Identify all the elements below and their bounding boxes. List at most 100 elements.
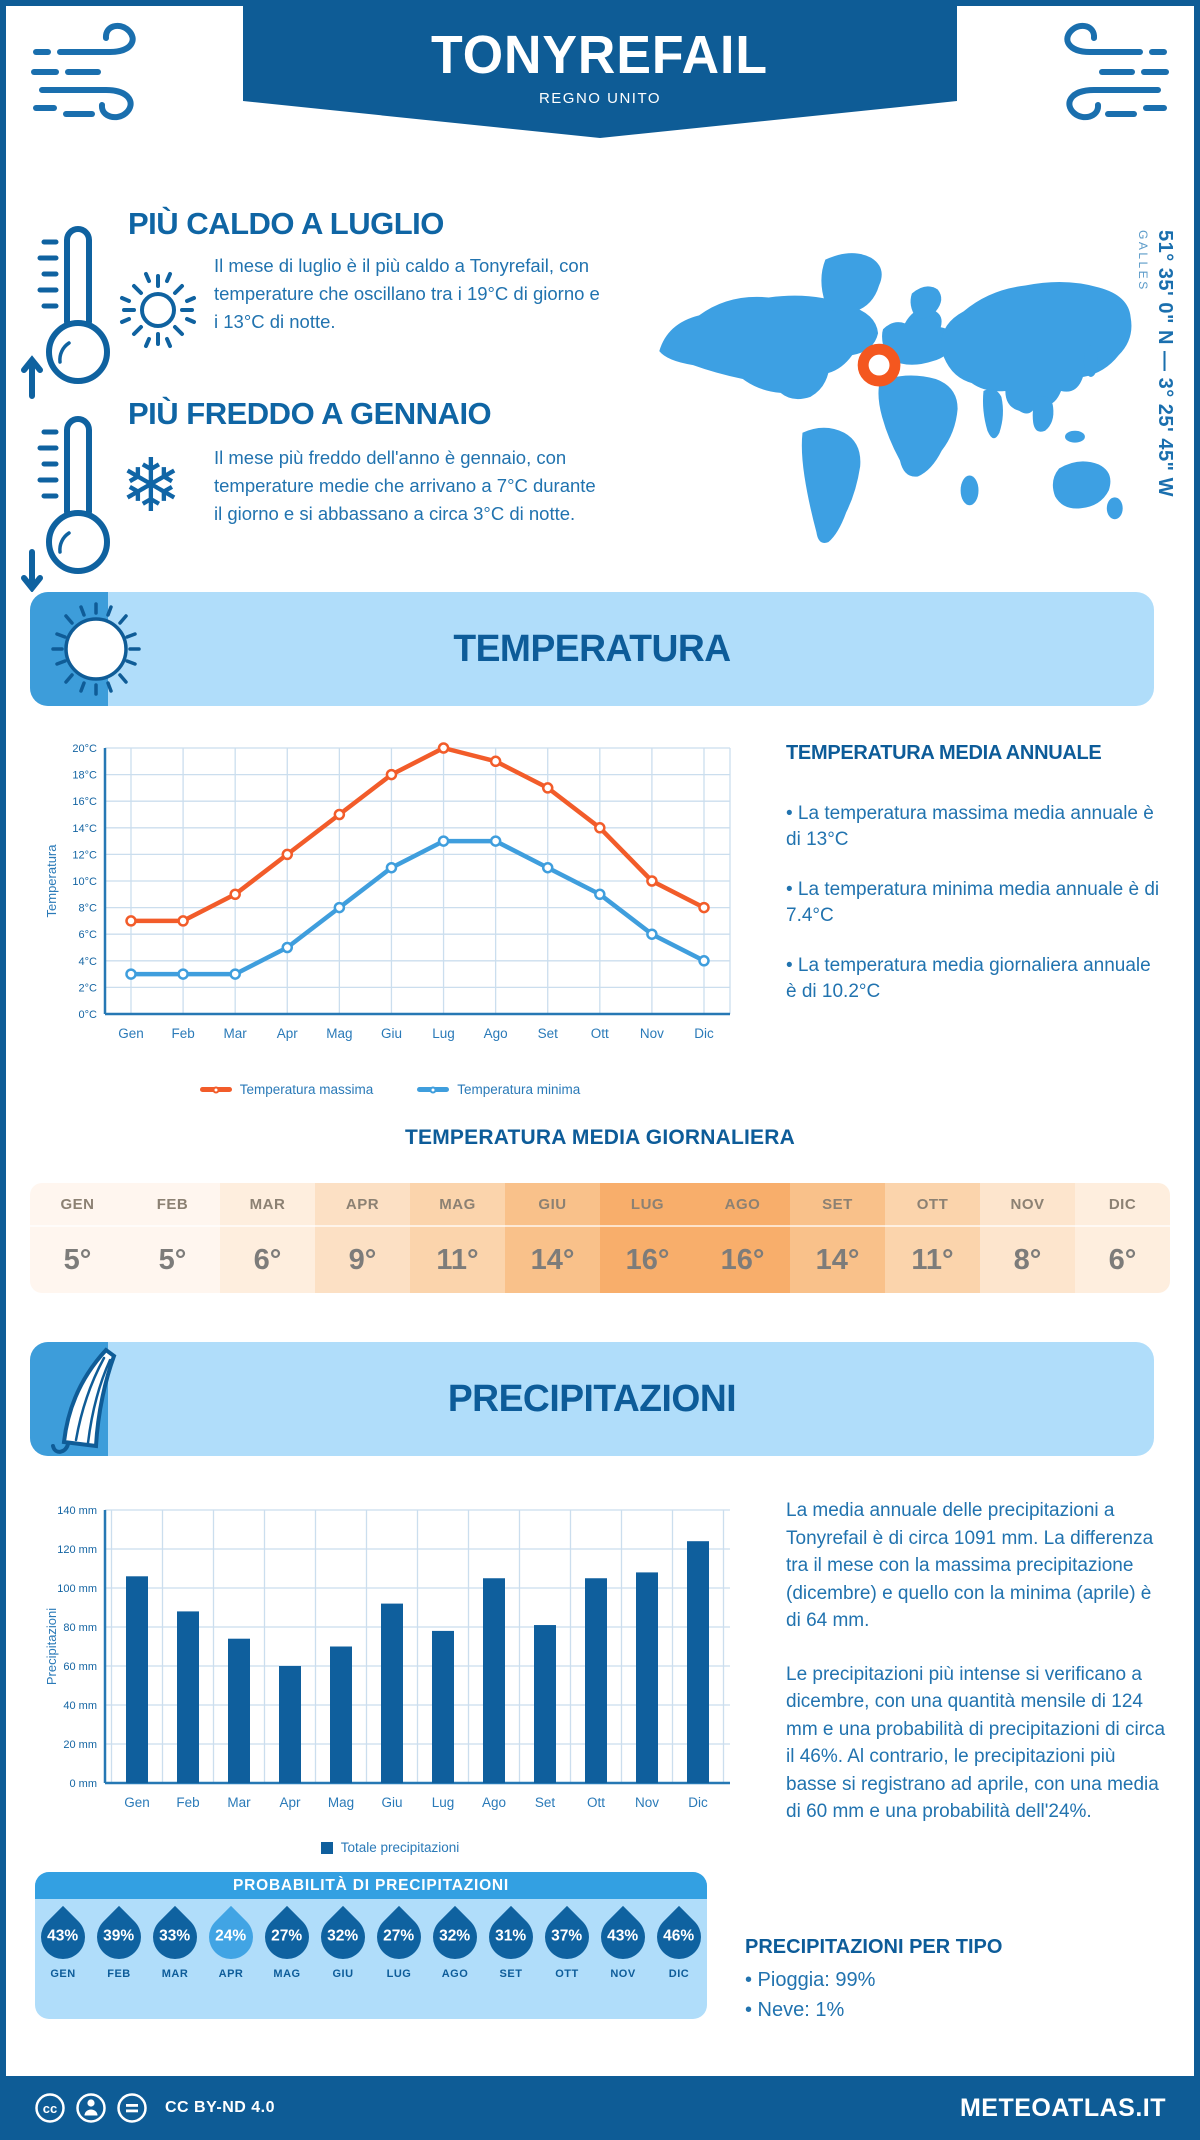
- daily-temp-value: 6°: [220, 1225, 315, 1293]
- legend-max-label: Temperatura massima: [239, 1082, 374, 1097]
- svg-text:Giu: Giu: [381, 1795, 402, 1810]
- daily-temp-column-dic: DIC 6°: [1075, 1183, 1170, 1293]
- page-border-right: [1194, 0, 1200, 2140]
- probability-droplet-ott: 37% OTT: [535, 1899, 599, 2019]
- legend-item-total: Totale precipitazioni: [320, 1840, 460, 1855]
- svg-text:Mag: Mag: [328, 1795, 354, 1810]
- probability-month: DIC: [668, 1968, 690, 1980]
- precipitation-chart-legend: Totale precipitazioni: [40, 1840, 740, 1855]
- footer: cc CC BY-ND 4.0 METEOATLAS.IT: [0, 2076, 1200, 2140]
- probability-value: 27%: [271, 1928, 303, 1945]
- precipitation-bar-chart: 0 mm 20 mm 40 mm 60 mm 80 mm 100 mm 120 mm 140 …: [44, 1505, 730, 1810]
- svg-text:Giu: Giu: [381, 1026, 402, 1041]
- snowflake-icon: ❄: [120, 443, 183, 529]
- umbrella-banner-icon: [51, 1347, 117, 1454]
- warm-month-text: Il mese di luglio è il più caldo a Tonyr…: [214, 255, 600, 332]
- legend-min-glyph: [417, 1086, 450, 1093]
- probability-month: NOV: [610, 1968, 636, 1980]
- daily-temperature-title: TEMPERATURA MEDIA GIORNALIERA: [404, 1126, 795, 1149]
- droplet-icon: 32%: [311, 1905, 375, 1969]
- daily-temp-column-nov: NOV 8°: [980, 1183, 1075, 1293]
- annual-bullet-max: • La temperatura massima media annuale è…: [786, 803, 1154, 850]
- coordinates-block: 51° 35' 0" N — 3° 25' 45" W GALLES: [1136, 230, 1176, 497]
- probability-droplet-feb: 39% FEB: [87, 1899, 151, 2019]
- svg-text:Feb: Feb: [171, 1026, 194, 1041]
- page-border-top: [0, 0, 1200, 6]
- precipitation-section-title: PRECIPITAZIONI: [447, 1377, 737, 1420]
- svg-text:Feb: Feb: [176, 1795, 199, 1810]
- probability-value: 33%: [159, 1928, 191, 1945]
- daily-temp-column-mar: MAR 6°: [220, 1183, 315, 1293]
- daily-temp-column-apr: APR 9°: [315, 1183, 410, 1293]
- probability-droplet-ago: 32% AGO: [423, 1899, 487, 2019]
- svg-text:80 mm: 80 mm: [63, 1622, 97, 1634]
- probability-droplet-set: 31% SET: [479, 1899, 543, 2019]
- svg-text:14°C: 14°C: [72, 823, 97, 835]
- daily-temperature-table: GEN 5° FEB 5° MAR 6° APR 9° MAG 11° GIU 14° LUG 16° AG…: [30, 1183, 1170, 1293]
- precipitation-text-block: La media annuale delle precipitazioni a …: [786, 1497, 1166, 1852]
- temperature-section-title: TEMPERATURA: [453, 627, 731, 670]
- site-name: METEOATLAS.IT: [959, 2093, 1166, 2122]
- probability-droplet-giu: 32% GIU: [311, 1899, 375, 2019]
- location-marker: [857, 343, 901, 387]
- coordinates: 51° 35' 0" N — 3° 25' 45" W: [1154, 230, 1176, 497]
- daily-temp-month: GEN: [60, 1195, 95, 1213]
- page-subtitle: REGNO UNITO: [538, 90, 662, 107]
- license-label: CC BY-ND 4.0: [165, 2099, 276, 2116]
- droplet-icon: 43%: [35, 1905, 95, 1969]
- probability-month: MAR: [161, 1968, 189, 1980]
- droplet-icon: 27%: [367, 1905, 431, 1969]
- svg-text:0 mm: 0 mm: [70, 1778, 98, 1790]
- probability-droplet-lug: 27% LUG: [367, 1899, 431, 2019]
- daily-temp-month: LUG: [630, 1195, 665, 1213]
- daily-temp-month: MAR: [249, 1195, 286, 1213]
- daily-temp-month: NOV: [1010, 1195, 1045, 1213]
- map-land: [659, 253, 1132, 543]
- daily-temp-month: GIU: [538, 1195, 567, 1213]
- daily-temp-month: DIC: [1108, 1195, 1137, 1213]
- probability-month: APR: [218, 1968, 244, 1980]
- droplet-icon: 39%: [87, 1905, 151, 1969]
- precipitation-type-block: PRECIPITAZIONI PER TIPO • Pioggia: 99% •…: [745, 1936, 1165, 2029]
- svg-text:Gen: Gen: [124, 1795, 150, 1810]
- daily-temp-month: AGO: [724, 1195, 761, 1213]
- probability-droplets: 43% GEN 39% FEB 33% MAR 24% APR 27% MAG 32% GIU 27% L…: [35, 1899, 707, 2019]
- daily-temp-column-ago: AGO 16°: [695, 1183, 790, 1293]
- probability-value: 32%: [327, 1928, 359, 1945]
- sun-banner-icon: [51, 602, 141, 696]
- daily-temp-value: 5°: [30, 1225, 125, 1293]
- daily-temp-month: MAG: [439, 1195, 476, 1213]
- daily-temp-value: 9°: [315, 1225, 410, 1293]
- svg-text:Apr: Apr: [279, 1795, 301, 1810]
- svg-text:Ago: Ago: [484, 1026, 508, 1041]
- daily-temp-column-set: SET 14°: [790, 1183, 885, 1293]
- daily-temp-month: FEB: [156, 1195, 189, 1213]
- svg-text:Ott: Ott: [591, 1026, 609, 1041]
- page-title: TONYREFAIL: [431, 25, 769, 85]
- legend-item-min: Temperatura minima: [417, 1082, 580, 1097]
- svg-text:60 mm: 60 mm: [63, 1661, 97, 1673]
- legend-total-label: Totale precipitazioni: [340, 1840, 460, 1855]
- probability-month: GEN: [50, 1968, 76, 1980]
- svg-text:40 mm: 40 mm: [63, 1700, 97, 1712]
- probability-title: PROBABILITÀ DI PRECIPITAZIONI: [35, 1872, 707, 1899]
- probability-month: GIU: [332, 1968, 354, 1980]
- temperature-chart-legend: Temperatura massima Temperatura minima: [40, 1082, 740, 1097]
- probability-value: 46%: [663, 1928, 695, 1945]
- temperature-line-chart: 0°C 2°C 4°C 6°C 8°C 10°C 12°C 14°C 16°C 18°C 20°C G…: [44, 742, 731, 1041]
- precipitation-paragraph-1: La media annuale delle precipitazioni a …: [786, 1500, 1154, 1631]
- svg-text:Temperatura: Temperatura: [44, 844, 59, 918]
- droplet-icon: 43%: [591, 1905, 655, 1969]
- region-label: GALLES: [1136, 230, 1150, 292]
- daily-temp-value: 8°: [980, 1225, 1075, 1293]
- daily-temp-value: 11°: [885, 1225, 980, 1293]
- precipitation-type-title: PRECIPITAZIONI PER TIPO: [745, 1936, 1003, 1958]
- svg-text:Set: Set: [535, 1795, 556, 1810]
- daily-temp-value: 14°: [790, 1225, 885, 1293]
- daily-temp-value: 14°: [505, 1225, 600, 1293]
- droplet-icon: 27%: [255, 1905, 319, 1969]
- cold-month-text: Il mese più freddo dell'anno è gennaio, …: [214, 447, 596, 524]
- svg-text:2°C: 2°C: [79, 982, 98, 994]
- precipitation-probability-panel: PROBABILITÀ DI PRECIPITAZIONI 43% GEN 39% F…: [35, 1872, 707, 2019]
- probability-value: 24%: [215, 1928, 247, 1945]
